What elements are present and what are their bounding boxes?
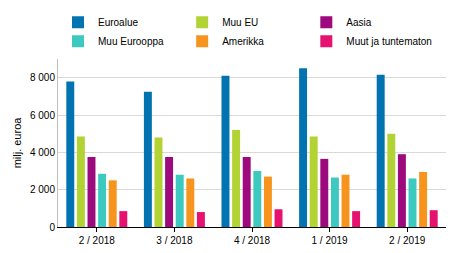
svg-text:0: 0: [49, 222, 55, 233]
svg-text:1 / 2019: 1 / 2019: [312, 235, 349, 246]
svg-text:Muu Eurooppa: Muu Eurooppa: [98, 36, 164, 47]
svg-text:4 / 2018: 4 / 2018: [234, 235, 271, 246]
svg-text:Aasia: Aasia: [346, 17, 371, 28]
svg-text:3 / 2018: 3 / 2018: [156, 235, 193, 246]
svg-text:milj. euroa: milj. euroa: [11, 117, 23, 169]
svg-text:Muu EU: Muu EU: [222, 17, 258, 28]
svg-text:8 000: 8 000: [30, 72, 55, 83]
svg-text:6 000: 6 000: [30, 110, 55, 121]
svg-text:Amerikka: Amerikka: [222, 36, 264, 47]
svg-text:2 / 2019: 2 / 2019: [389, 235, 426, 246]
svg-text:4 000: 4 000: [30, 147, 55, 158]
svg-text:2 000: 2 000: [30, 184, 55, 195]
svg-text:Euroalue: Euroalue: [98, 17, 138, 28]
svg-text:2 / 2018: 2 / 2018: [79, 235, 116, 246]
svg-text:Muut ja tuntematon: Muut ja tuntematon: [346, 36, 432, 47]
